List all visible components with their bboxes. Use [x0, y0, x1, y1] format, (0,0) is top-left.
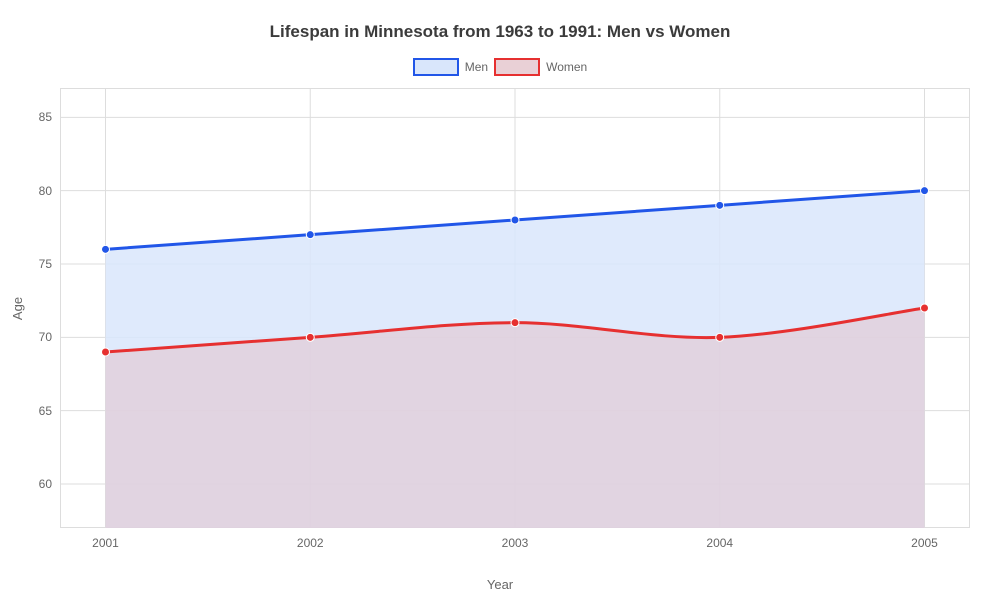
- y-tick-label: 80: [39, 184, 52, 198]
- legend-label-men: Men: [465, 60, 488, 74]
- x-tick-label: 2001: [92, 536, 119, 550]
- y-axis-label-wrap: Age: [8, 88, 28, 528]
- x-axis-label: Year: [0, 577, 1000, 592]
- y-tick-label: 75: [39, 257, 52, 271]
- legend-swatch-women: [494, 58, 540, 76]
- x-tick-label: 2004: [706, 536, 733, 550]
- y-tick-label: 85: [39, 110, 52, 124]
- chart-container: Lifespan in Minnesota from 1963 to 1991:…: [0, 0, 1000, 600]
- y-axis-label: Age: [11, 296, 26, 319]
- y-tick-label: 70: [39, 330, 52, 344]
- x-tick-label: 2003: [502, 536, 529, 550]
- x-tick-label: 2005: [911, 536, 938, 550]
- y-tick-label: 60: [39, 477, 52, 491]
- y-tick-label: 65: [39, 404, 52, 418]
- chart-title: Lifespan in Minnesota from 1963 to 1991:…: [0, 22, 1000, 42]
- legend-item-men: Men: [413, 58, 488, 76]
- legend-item-women: Women: [494, 58, 587, 76]
- x-tick-label: 2002: [297, 536, 324, 550]
- legend-swatch-men: [413, 58, 459, 76]
- legend-label-women: Women: [546, 60, 587, 74]
- legend: Men Women: [0, 58, 1000, 76]
- plot-svg: [60, 88, 970, 528]
- plot-area: 60657075808520012002200320042005: [60, 88, 970, 528]
